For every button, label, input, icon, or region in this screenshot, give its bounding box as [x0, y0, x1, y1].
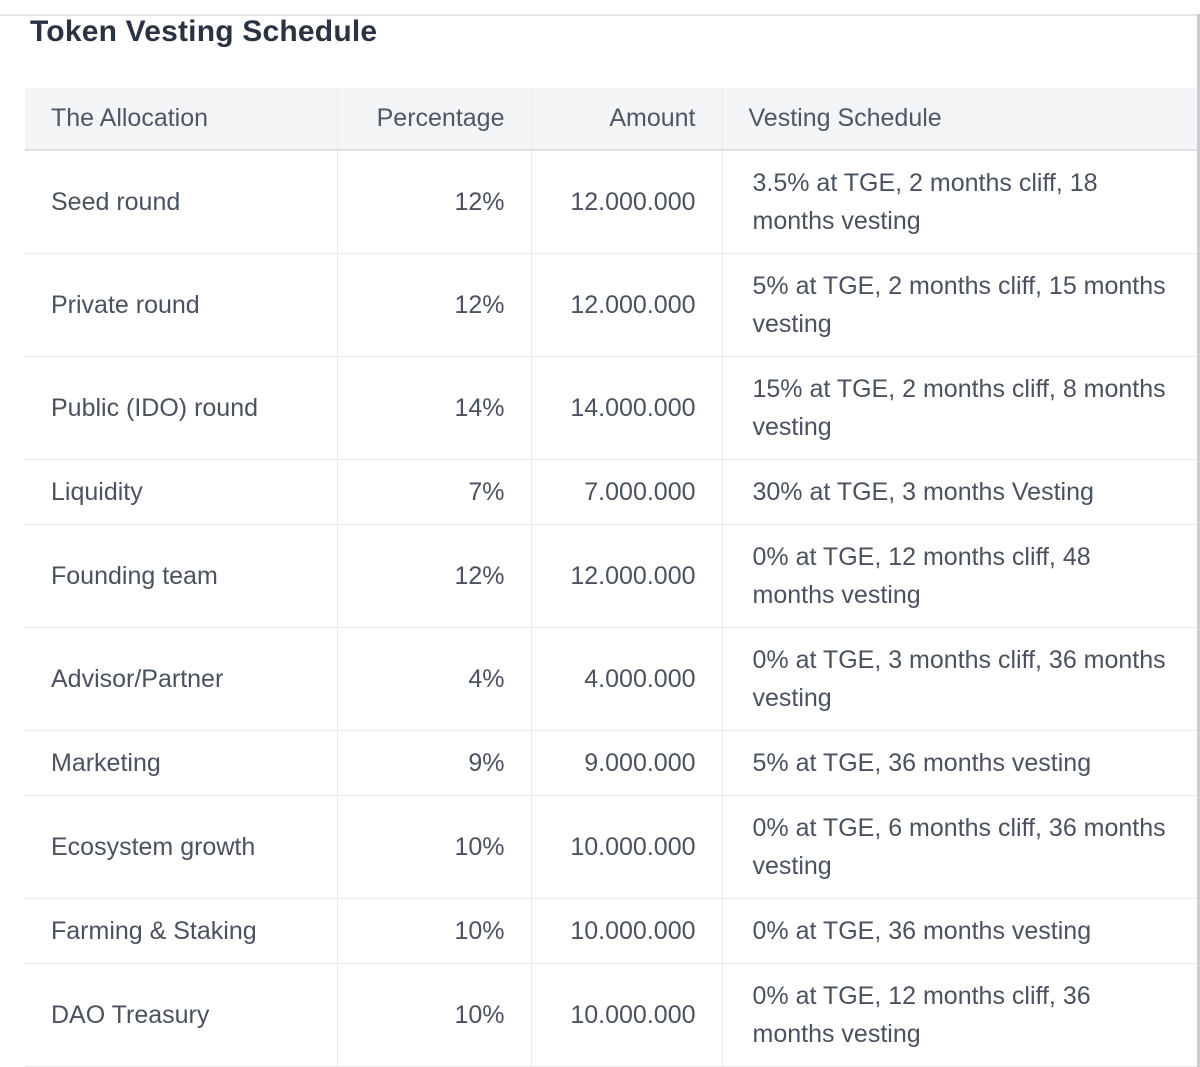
vesting-schedule-table: The Allocation Percentage Amount Vesting… — [25, 88, 1200, 1067]
percentage-cell: 12% — [336, 150, 531, 254]
table-row: Advisor/Partner 4% 4.000.000 0% at TGE, … — [25, 627, 1200, 731]
allocation-cell: Founding team — [25, 524, 337, 628]
percentage-cell: 10% — [336, 795, 531, 899]
allocation-cell: Ecosystem growth — [25, 795, 337, 899]
table-row: Private round 12% 12.000.000 5% at TGE, … — [25, 253, 1200, 357]
table-row: Seed round 12% 12.000.000 3.5% at TGE, 2… — [25, 150, 1200, 254]
page-title: Token Vesting Schedule — [30, 15, 378, 48]
header-row: The Allocation Percentage Amount Vesting… — [25, 88, 1200, 151]
table-row: Marketing 9% 9.000.000 5% at TGE, 36 mon… — [25, 730, 1200, 796]
column-header-vesting-schedule: Vesting Schedule — [721, 88, 1200, 151]
vesting-cell: 5% at TGE, 2 months cliff, 15 months ves… — [721, 253, 1200, 357]
table-row: Farming & Staking 10% 10.000.000 0% at T… — [25, 898, 1200, 964]
table-body: Seed round 12% 12.000.000 3.5% at TGE, 2… — [25, 150, 1200, 1067]
table-row: DAO Treasury 10% 10.000.000 0% at TGE, 1… — [25, 963, 1200, 1067]
percentage-cell: 12% — [336, 524, 531, 628]
vesting-cell: 3.5% at TGE, 2 months cliff, 18 months v… — [721, 150, 1200, 254]
allocation-cell: Seed round — [25, 150, 337, 254]
percentage-cell: 14% — [336, 356, 531, 460]
allocation-cell: Marketing — [25, 730, 337, 796]
amount-cell: 12.000.000 — [530, 524, 722, 628]
vesting-cell: 0% at TGE, 12 months cliff, 36 months ve… — [721, 963, 1200, 1067]
allocation-cell: Farming & Staking — [25, 898, 337, 964]
right-edge-divider — [1197, 14, 1200, 1067]
table-row: Founding team 12% 12.000.000 0% at TGE, … — [25, 524, 1200, 628]
vesting-cell: 0% at TGE, 12 months cliff, 48 months ve… — [721, 524, 1200, 628]
percentage-cell: 7% — [336, 459, 531, 525]
table-row: Ecosystem growth 10% 10.000.000 0% at TG… — [25, 795, 1200, 899]
vesting-cell: 0% at TGE, 36 months vesting — [721, 898, 1200, 964]
amount-cell: 14.000.000 — [530, 356, 722, 460]
allocation-cell: Private round — [25, 253, 337, 357]
table-row: Liquidity 7% 7.000.000 30% at TGE, 3 mon… — [25, 459, 1200, 525]
amount-cell: 10.000.000 — [530, 898, 722, 964]
column-header-percentage: Percentage — [336, 88, 531, 151]
allocation-cell: DAO Treasury — [25, 963, 337, 1067]
amount-cell: 10.000.000 — [530, 963, 722, 1067]
vesting-cell: 0% at TGE, 6 months cliff, 36 months ves… — [721, 795, 1200, 899]
vesting-cell: 15% at TGE, 2 months cliff, 8 months ves… — [721, 356, 1200, 460]
percentage-cell: 12% — [336, 253, 531, 357]
percentage-cell: 10% — [336, 963, 531, 1067]
amount-cell: 7.000.000 — [530, 459, 722, 525]
allocation-cell: Advisor/Partner — [25, 627, 337, 731]
allocation-cell: Liquidity — [25, 459, 337, 525]
vesting-cell: 0% at TGE, 3 months cliff, 36 months ves… — [721, 627, 1200, 731]
amount-cell: 12.000.000 — [530, 253, 722, 357]
amount-cell: 12.000.000 — [530, 150, 722, 254]
column-header-allocation: The Allocation — [25, 88, 337, 151]
table-header: The Allocation Percentage Amount Vesting… — [25, 88, 1200, 151]
amount-cell: 10.000.000 — [530, 795, 722, 899]
top-crop-divider — [0, 14, 1200, 16]
table-row: Public (IDO) round 14% 14.000.000 15% at… — [25, 356, 1200, 460]
amount-cell: 9.000.000 — [530, 730, 722, 796]
percentage-cell: 4% — [336, 627, 531, 731]
vesting-cell: 30% at TGE, 3 months Vesting — [721, 459, 1200, 525]
amount-cell: 4.000.000 — [530, 627, 722, 731]
percentage-cell: 9% — [336, 730, 531, 796]
vesting-cell: 5% at TGE, 36 months vesting — [721, 730, 1200, 796]
percentage-cell: 10% — [336, 898, 531, 964]
column-header-amount: Amount — [530, 88, 722, 151]
allocation-cell: Public (IDO) round — [25, 356, 337, 460]
